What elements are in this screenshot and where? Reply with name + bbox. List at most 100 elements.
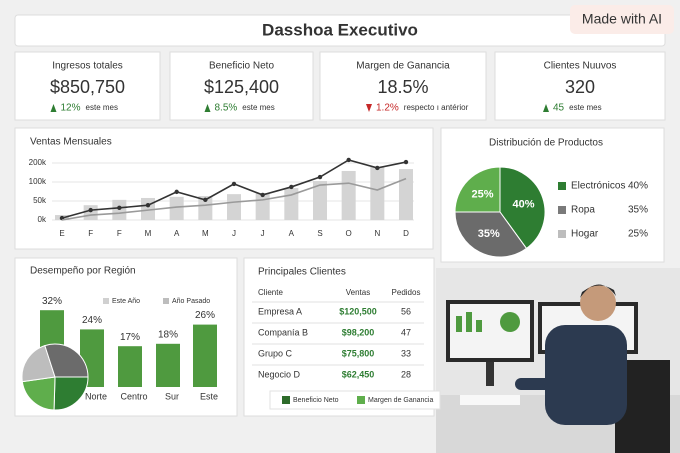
- bar: [156, 343, 180, 387]
- x-tick-label: J: [232, 229, 236, 238]
- table-header: Cliente: [258, 288, 283, 297]
- line-point: [145, 202, 151, 208]
- chart-title: Ventas Mensuales: [30, 137, 112, 148]
- line-point: [346, 157, 351, 163]
- kpi-label: Clientes Nuuvos: [544, 61, 617, 72]
- legend-value: 35%: [628, 205, 648, 216]
- kpi-note: este mes: [569, 103, 601, 112]
- kpi-card: [319, 51, 487, 121]
- bar: [370, 166, 385, 220]
- legend-label: Año Pasado: [172, 298, 210, 305]
- x-tick-label: F: [117, 229, 122, 238]
- table-header: Ventas: [346, 288, 370, 297]
- legend-value: 40%: [628, 181, 648, 192]
- table-cell: Grupo C: [258, 348, 293, 358]
- office-photo: [436, 268, 680, 453]
- x-tick-label: A: [289, 229, 295, 238]
- kpi-change: 45: [553, 103, 565, 114]
- table-cell: $75,800: [342, 348, 375, 358]
- line-point: [117, 205, 122, 211]
- legend-swatch: [357, 396, 365, 404]
- kpi-label: Margen de Ganancia: [356, 61, 450, 72]
- line: [61, 177, 407, 221]
- bar: [193, 324, 217, 387]
- x-tick-label: Norte: [85, 391, 107, 401]
- kpi-label: Beneficio Neto: [209, 61, 274, 72]
- x-tick-label: J: [261, 229, 265, 238]
- kpi-note: este mes: [242, 103, 274, 112]
- pie-slice: [499, 166, 546, 250]
- mini-pie-slice: [21, 344, 56, 383]
- bar: [341, 170, 356, 220]
- line-point: [289, 184, 294, 190]
- slice-label: 25%: [471, 188, 493, 200]
- kpi-change: 8.5%: [215, 103, 238, 114]
- table-cell: 47: [401, 327, 411, 337]
- x-tick-label: M: [202, 229, 209, 238]
- legend-label: Beneficio Neto: [293, 397, 339, 404]
- kpi-change: 12%: [61, 103, 81, 114]
- trend-arrow: [366, 104, 372, 112]
- legend-label: Margen de Ganancia: [368, 397, 433, 404]
- bar: [313, 181, 327, 220]
- bar: [83, 205, 98, 220]
- mini-pie-slice: [21, 376, 56, 411]
- line-point: [375, 165, 380, 171]
- table-cell: 56: [401, 306, 411, 316]
- legend-label: Hogar: [571, 229, 599, 240]
- bar: [169, 196, 184, 220]
- x-tick-label: D: [403, 229, 409, 238]
- legend-label: Este Año: [112, 298, 140, 305]
- kpi-value: $125,400: [204, 77, 279, 97]
- kpi-value: 18.5%: [377, 77, 428, 97]
- bar: [118, 346, 142, 387]
- bar-label: 24%: [82, 315, 102, 326]
- table-cell: Companía B: [258, 327, 308, 337]
- legend-swatch: [103, 298, 109, 304]
- y-tick-label: 0k: [38, 215, 47, 224]
- line-point: [231, 181, 237, 187]
- dashboard-title: Dasshoa Executivo: [262, 20, 418, 39]
- kpi-label: Ingresos totales: [52, 61, 123, 72]
- x-tick-label: S: [317, 229, 322, 238]
- kpi-card: [14, 51, 161, 121]
- pie-slice: [454, 211, 528, 258]
- line-point: [317, 174, 323, 180]
- chart-title: Desempeño por Región: [30, 266, 136, 277]
- kpi-card: [494, 51, 666, 121]
- kpi-note: este mes: [86, 103, 118, 112]
- sales-panel: [14, 127, 434, 250]
- x-tick-label: N: [374, 229, 380, 238]
- line-point: [403, 159, 409, 165]
- legend-label: Ropa: [571, 205, 595, 216]
- table-cell: $62,450: [342, 369, 375, 379]
- legend-value: 25%: [628, 229, 648, 240]
- chart-title: Distribución de Productos: [489, 138, 603, 149]
- bar-label: 18%: [158, 329, 178, 340]
- bar: [198, 196, 213, 220]
- bar: [399, 169, 413, 220]
- trend-arrow: [543, 104, 549, 112]
- legend-swatch: [558, 182, 566, 190]
- legend-label: Electrónicos: [571, 181, 625, 192]
- y-tick-label: 50k: [33, 196, 47, 205]
- mini-pie-slice: [44, 343, 89, 378]
- bar: [227, 194, 241, 220]
- bar-label: 26%: [195, 310, 215, 321]
- table-cell: Empresa A: [258, 306, 302, 316]
- x-tick-label: E: [59, 229, 64, 238]
- x-tick-label: Centro: [120, 391, 147, 401]
- line-point: [260, 192, 265, 198]
- line-point: [88, 207, 93, 213]
- kpi-note: respecto ı antérior: [404, 103, 469, 112]
- table-title: Principales Clientes: [258, 267, 346, 278]
- x-tick-label: Este: [200, 391, 218, 401]
- x-tick-label: A: [174, 229, 180, 238]
- y-tick-label: 100k: [29, 177, 47, 186]
- slice-label: 40%: [513, 198, 535, 210]
- kpi-value: $850,750: [50, 77, 125, 97]
- legend-swatch: [282, 396, 290, 404]
- badge: [570, 5, 674, 34]
- x-tick-label: O: [346, 229, 352, 238]
